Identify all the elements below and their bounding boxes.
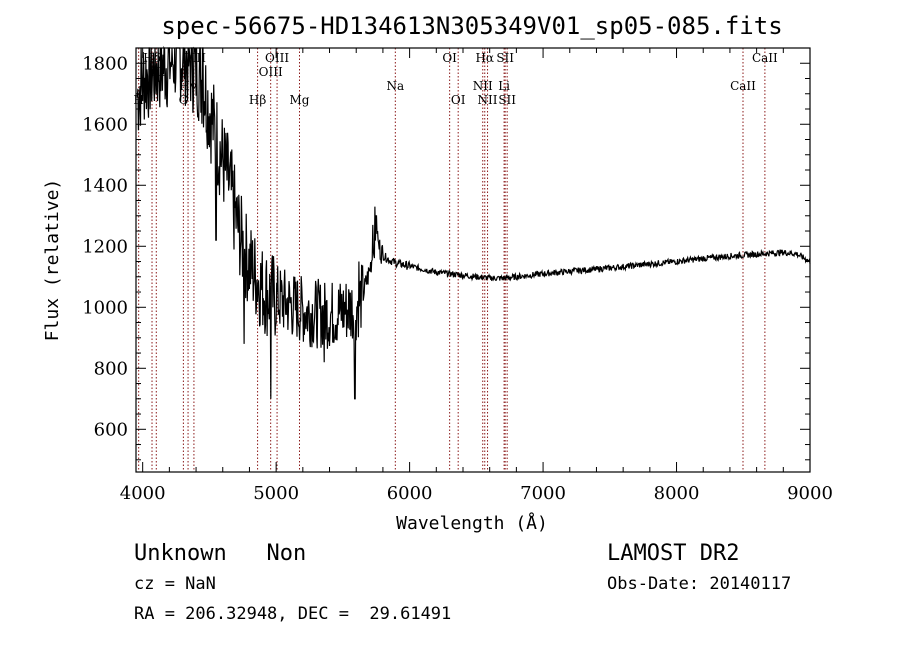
x-tick-label: 7000 (520, 483, 566, 504)
x-tick-label: 4000 (120, 483, 166, 504)
line-marker-label: Hδ (143, 51, 161, 65)
coordinates-text: RA = 206.32948, DEC = 29.61491 (134, 604, 451, 624)
line-marker-label: OIII (259, 65, 283, 79)
line-marker-label: G (179, 93, 189, 107)
line-marker-label: NII (478, 93, 498, 107)
line-marker-label: CaII (752, 51, 778, 65)
line-label-group: HHδSIIGHγOIIIHβOIIIOIIIMgNaOIOINIIHαNIIL… (133, 51, 778, 107)
x-tick-label: 9000 (787, 483, 833, 504)
line-marker-label: Mg (290, 93, 310, 107)
y-tick-label: 1600 (82, 114, 128, 135)
chart-title: spec-56675-HD134613N305349V01_sp05-085.f… (161, 12, 782, 40)
y-tick-label: 1400 (82, 175, 128, 196)
x-axis-label: Wavelength (Å) (396, 512, 548, 534)
y-tick-label: 800 (94, 358, 128, 379)
line-marker-label: SII (498, 93, 516, 107)
plot-frame (135, 47, 811, 473)
survey-name-text: LAMOST DR2 (607, 541, 739, 566)
line-marker-label: H (133, 93, 143, 107)
x-axis-ticks: 4000 5000 6000 7000 8000 9000 (120, 48, 833, 504)
spectrum-line (136, 45, 811, 400)
x-tick-label: 6000 (387, 483, 433, 504)
y-tick-label: 1000 (82, 297, 128, 318)
y-axis-ticks: 600 800 1000 1200 1400 1600 1800 (82, 47, 810, 461)
line-marker-label: Li (498, 79, 510, 93)
line-marker-group (138, 48, 766, 472)
line-marker-label: SII (496, 51, 514, 65)
line-marker-label: OIII (265, 51, 289, 65)
line-marker-label: Na (386, 79, 404, 93)
line-marker-label: NII (473, 79, 493, 93)
line-marker-label: Hα (475, 51, 494, 65)
x-tick-label: 5000 (253, 483, 299, 504)
y-tick-label: 600 (94, 419, 128, 440)
x-tick-label: 8000 (654, 483, 700, 504)
redshift-text: cz = NaN (134, 574, 216, 594)
y-axis-label: Flux (relative) (42, 179, 63, 342)
object-class-text: Unknown Non (134, 541, 306, 566)
y-tick-label: 1800 (82, 53, 128, 74)
line-marker-label: OI (442, 51, 457, 65)
y-tick-label: 1200 (82, 236, 128, 257)
line-marker-label: CaII (730, 79, 756, 93)
line-marker-label: OI (451, 93, 466, 107)
obs-date-text: Obs-Date: 20140117 (607, 574, 791, 594)
line-marker-label: Hβ (249, 93, 266, 107)
